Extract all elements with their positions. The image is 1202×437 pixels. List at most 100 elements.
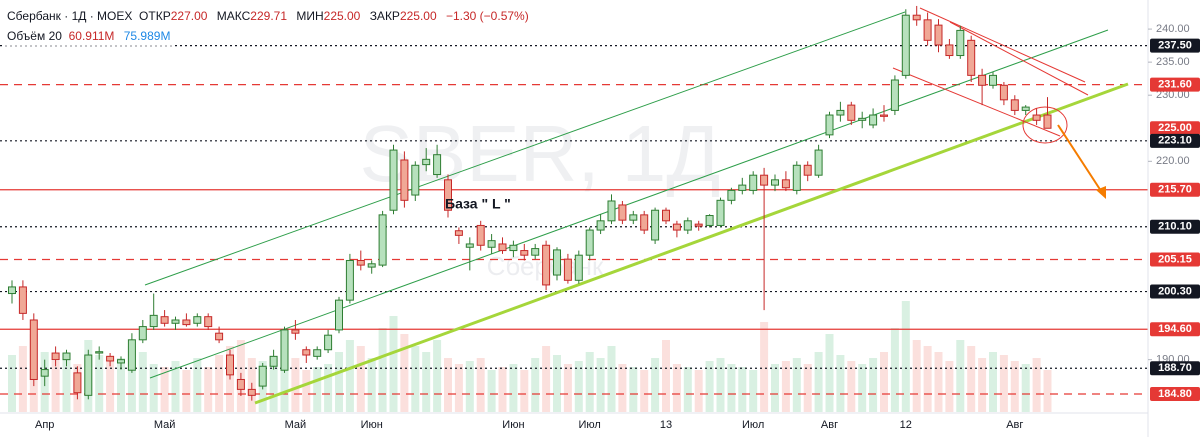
- volume-bar: [138, 352, 147, 412]
- down-channel-line: [892, 67, 1061, 137]
- level-box: [1150, 77, 1200, 92]
- candle-body: [1032, 114, 1041, 121]
- label: ОТКР: [139, 9, 171, 23]
- candle-body: [247, 388, 256, 396]
- volume-bar: [651, 358, 660, 412]
- candle-body: [869, 114, 878, 126]
- level-box: [1150, 121, 1200, 136]
- level-box: [1150, 284, 1200, 299]
- candle-body: [803, 164, 812, 176]
- candle-body: [999, 84, 1008, 101]
- level-box: [1150, 252, 1200, 267]
- volume-bar: [967, 346, 976, 412]
- level-box: [1150, 361, 1200, 376]
- candle-body: [280, 329, 289, 371]
- candle-body: [378, 214, 387, 266]
- candle-body: [858, 117, 867, 121]
- candle-body: [18, 286, 27, 314]
- volume-bar: [1021, 364, 1030, 412]
- candle-body: [629, 214, 638, 221]
- candle-body: [29, 319, 38, 380]
- candle-body: [1010, 99, 1019, 111]
- volume-bar: [901, 301, 910, 412]
- candle-body: [705, 215, 714, 226]
- candle-body: [149, 314, 158, 328]
- candle-body: [792, 164, 801, 191]
- candle-body: [574, 254, 583, 281]
- drawings: [144, 7, 1129, 405]
- candle-body: [62, 352, 71, 361]
- candle-body: [291, 329, 300, 334]
- candle-body: [890, 79, 899, 111]
- change: −1.30 (−0.57%): [445, 9, 529, 23]
- level-label: 223.10: [1158, 135, 1192, 147]
- annotation: База " L ": [445, 196, 511, 212]
- volume-bar: [934, 352, 943, 412]
- candle-body: [771, 179, 779, 186]
- volume-bar: [716, 358, 725, 412]
- candle-body: [269, 355, 278, 367]
- candle-body: [389, 149, 398, 211]
- volume-bar: [18, 346, 27, 412]
- volume-bar: [999, 355, 1008, 412]
- candle-body: [345, 259, 354, 301]
- volume-bar: [182, 370, 191, 412]
- volume-bar: [171, 361, 180, 412]
- arrow-head: [1096, 186, 1106, 199]
- watermark: SBER, 1Д: [360, 109, 721, 198]
- x-tick-label: Июл: [742, 419, 764, 431]
- volume-bar: [890, 328, 899, 412]
- candle-body: [138, 326, 147, 341]
- candle-body: [8, 286, 16, 295]
- volume-bar: [989, 352, 997, 412]
- volume-bar: [117, 358, 125, 412]
- level-box: [1150, 387, 1200, 402]
- candle-body: [117, 359, 125, 364]
- channel-line: [149, 29, 1109, 379]
- candle-body: [531, 248, 540, 256]
- candle-body: [978, 74, 987, 86]
- candle-body: [749, 174, 758, 191]
- candle-body: [618, 204, 627, 221]
- volume-bar: [596, 358, 605, 412]
- candle-body: [171, 319, 180, 324]
- y-tick-label: 240.00: [1156, 23, 1190, 35]
- y-tick-label: 235.00: [1156, 56, 1190, 68]
- candle-body: [901, 14, 910, 76]
- level-label: 231.60: [1158, 79, 1192, 91]
- x-tick-label: Апр: [35, 419, 54, 431]
- candle-body: [542, 244, 551, 286]
- volume-bar: [367, 358, 376, 412]
- volume-bar: [694, 370, 703, 412]
- candle-body: [160, 316, 169, 324]
- volume-bar: [749, 370, 758, 412]
- volume-bar: [662, 340, 670, 412]
- candle-body: [956, 29, 965, 57]
- channel-line: [144, 11, 906, 286]
- volume-bar: [411, 346, 420, 412]
- label: Объём 20: [7, 29, 62, 43]
- candle-body: [1043, 114, 1052, 129]
- x-tick-label: Июн: [361, 419, 383, 431]
- volume-bar: [291, 358, 300, 412]
- volume-bar: [1010, 361, 1019, 412]
- volume-bar: [923, 346, 932, 412]
- candle-body: [694, 223, 703, 227]
- candle-body: [182, 319, 191, 326]
- candle-body: [258, 365, 267, 387]
- level-label: 210.10: [1158, 221, 1192, 233]
- label: ЗАКР: [369, 9, 400, 23]
- candle-body: [302, 349, 311, 356]
- volume-bar: [335, 352, 343, 412]
- volume-bar: [771, 364, 779, 412]
- volume-bar: [956, 340, 965, 412]
- x-tick-label: Май: [154, 419, 176, 431]
- candle-body: [912, 14, 921, 21]
- volume-bar: [792, 358, 801, 412]
- label: МИН: [296, 9, 324, 23]
- candle-body: [95, 351, 104, 354]
- volume-bar: [738, 367, 747, 412]
- candle-body: [596, 220, 605, 231]
- candle-body: [814, 149, 823, 176]
- volume-bar: [847, 361, 856, 412]
